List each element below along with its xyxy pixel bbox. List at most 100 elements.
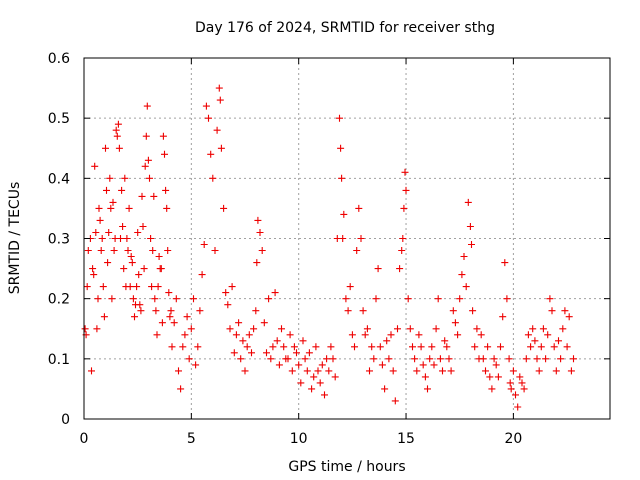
data-point <box>445 355 453 363</box>
data-point <box>387 331 395 339</box>
data-point <box>217 144 225 152</box>
data-point <box>355 204 363 212</box>
data-point <box>260 319 268 327</box>
data-point <box>161 150 168 158</box>
data-point <box>366 367 373 375</box>
data-point <box>471 343 479 351</box>
data-point <box>361 331 369 339</box>
data-point <box>243 343 251 351</box>
data-point <box>286 331 294 339</box>
data-point <box>428 343 436 351</box>
data-point <box>529 325 537 333</box>
data-point <box>522 355 530 363</box>
data-point <box>308 385 316 393</box>
data-point <box>250 325 258 333</box>
data-point <box>118 186 126 194</box>
data-point <box>305 349 313 357</box>
data-point <box>172 295 180 303</box>
data-point <box>165 289 173 297</box>
data-point <box>241 367 249 375</box>
data-point <box>288 367 296 375</box>
data-point <box>284 355 292 363</box>
data-point <box>194 343 202 351</box>
data-point <box>164 247 172 254</box>
data-point <box>295 361 303 369</box>
data-point <box>494 373 502 381</box>
data-point <box>187 325 195 333</box>
data-point <box>181 331 189 339</box>
data-point <box>443 343 451 351</box>
data-point <box>280 343 288 351</box>
data-point <box>348 331 356 339</box>
data-point <box>479 355 487 363</box>
data-point <box>256 229 264 236</box>
y-tick-label: 0.3 <box>48 232 70 248</box>
data-point <box>327 343 335 351</box>
data-point <box>318 361 326 369</box>
data-point <box>426 355 434 363</box>
data-point <box>198 271 206 279</box>
data-point <box>468 241 475 248</box>
data-point <box>557 355 565 363</box>
data-point <box>102 144 109 152</box>
data-point <box>531 337 539 345</box>
data-point <box>147 235 155 242</box>
data-point <box>93 325 101 333</box>
data-point <box>337 144 345 152</box>
data-point <box>520 385 528 393</box>
data-point <box>454 331 462 339</box>
data-point <box>253 259 261 267</box>
data-point <box>265 295 273 303</box>
data-point <box>516 373 524 381</box>
data-point <box>143 102 151 110</box>
data-point <box>401 168 409 176</box>
data-point <box>374 265 382 273</box>
data-point <box>120 265 128 273</box>
data-point <box>486 373 494 381</box>
data-point <box>128 259 136 267</box>
data-point <box>396 265 404 273</box>
data-point <box>196 307 204 315</box>
data-point <box>141 162 149 170</box>
data-point <box>456 295 464 303</box>
data-point <box>338 174 346 182</box>
data-point <box>92 229 100 236</box>
y-axis-label: SRMTID / TECUs <box>7 182 23 295</box>
data-point <box>312 343 320 351</box>
data-point <box>466 223 474 230</box>
data-point <box>142 132 150 140</box>
data-point <box>109 198 117 206</box>
data-point <box>559 325 567 333</box>
data-point <box>114 120 122 128</box>
data-point <box>561 307 569 315</box>
data-point <box>484 343 492 351</box>
data-point <box>226 325 234 333</box>
data-point <box>439 367 446 375</box>
x-axis-label: GPS time / hours <box>288 459 405 475</box>
data-point <box>409 343 416 351</box>
data-point <box>376 343 384 351</box>
data-point <box>488 385 496 393</box>
data-point <box>152 307 160 315</box>
data-point <box>436 355 444 363</box>
data-point <box>162 186 170 194</box>
data-point <box>424 385 431 393</box>
data-point <box>135 271 143 279</box>
y-tick-label: 0.4 <box>48 171 70 187</box>
data-point <box>399 235 407 242</box>
data-point <box>411 355 419 363</box>
data-point <box>175 367 182 375</box>
data-point <box>509 367 517 375</box>
data-point <box>314 367 322 375</box>
data-point <box>460 253 468 260</box>
plot-frame <box>83 57 611 420</box>
data-point <box>245 331 253 339</box>
data-point <box>209 174 217 182</box>
data-point <box>310 373 318 381</box>
data-point <box>84 247 92 254</box>
data-point <box>179 343 187 351</box>
data-point <box>389 367 397 375</box>
data-point <box>148 283 156 291</box>
